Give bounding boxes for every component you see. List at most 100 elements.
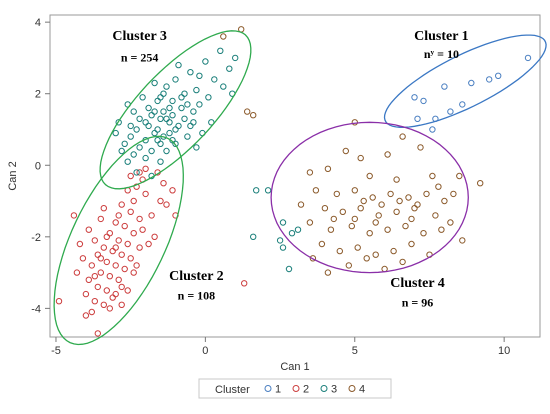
point-cluster-3	[178, 104, 185, 112]
cluster-ellipses	[53, 30, 547, 346]
point-cluster-4	[357, 205, 364, 212]
legend-label-4: 4	[359, 384, 365, 396]
point-cluster-2	[124, 287, 131, 294]
point-cluster-3	[142, 119, 149, 126]
point-cluster-2	[82, 312, 90, 319]
point-cluster-4	[324, 165, 332, 173]
point-cluster-3	[157, 94, 164, 101]
point-cluster-1	[429, 126, 436, 133]
point-cluster-2	[118, 201, 125, 208]
point-cluster-4	[220, 33, 227, 40]
point-cluster-1	[524, 54, 532, 62]
point-cluster-4	[384, 151, 391, 158]
legend-label-2: 2	[303, 384, 309, 396]
point-cluster-3	[130, 151, 137, 158]
point-cluster-3	[151, 79, 158, 87]
point-cluster-3	[169, 112, 176, 119]
point-cluster-4	[309, 255, 317, 262]
point-cluster-2	[106, 305, 114, 312]
point-cluster-3	[169, 97, 176, 105]
point-cluster-2	[130, 197, 137, 205]
point-cluster-4	[399, 258, 406, 266]
point-cluster-2	[157, 197, 164, 205]
point-cluster-4	[405, 194, 412, 201]
point-cluster-3	[250, 233, 257, 241]
legend-marker-2	[292, 385, 300, 392]
point-cluster-3	[211, 76, 218, 83]
point-cluster-2	[106, 230, 114, 237]
point-cluster-3	[232, 54, 239, 62]
point-cluster-4	[339, 208, 346, 216]
point-cluster-2	[133, 183, 140, 190]
cluster-3-title: Cluster 3	[112, 29, 167, 44]
point-cluster-2	[109, 294, 116, 301]
point-cluster-3	[166, 129, 173, 137]
cluster-2-count: n = 108	[178, 288, 216, 302]
point-cluster-3	[154, 97, 161, 105]
point-cluster-2	[76, 240, 84, 248]
point-cluster-3	[285, 265, 293, 273]
point-cluster-1	[468, 79, 475, 87]
x-tick-label: 0	[202, 345, 208, 357]
y-tick-label: -4	[31, 303, 41, 315]
point-cluster-4	[330, 215, 337, 223]
legend-box	[198, 378, 392, 399]
point-cluster-3	[154, 137, 161, 144]
point-cluster-2	[94, 330, 102, 337]
point-cluster-4	[250, 112, 257, 119]
point-cluster-2	[115, 237, 122, 244]
x-tick-label: -5	[51, 345, 61, 357]
point-cluster-2	[106, 273, 114, 280]
point-cluster-2	[121, 265, 128, 273]
ellipse-cluster-3	[99, 30, 252, 190]
legend-label-3: 3	[331, 384, 337, 396]
cluster-1-title: Cluster 1	[414, 29, 469, 44]
point-cluster-2	[91, 298, 99, 305]
point-cluster-3	[175, 122, 182, 130]
point-cluster-3	[264, 187, 272, 194]
point-cluster-3	[172, 126, 179, 133]
point-cluster-4	[372, 251, 379, 258]
point-cluster-4	[390, 247, 397, 255]
point-cluster-2	[112, 219, 119, 226]
point-cluster-2	[142, 165, 149, 173]
point-cluster-3	[157, 115, 164, 123]
point-cluster-4	[396, 197, 403, 205]
point-cluster-4	[423, 190, 430, 198]
point-cluster-4	[336, 247, 343, 255]
point-cluster-2	[115, 276, 122, 283]
plot-frame	[49, 14, 541, 338]
y-tick-label: 4	[35, 17, 41, 29]
x-axis-label: Can 1	[280, 361, 309, 373]
point-cluster-3	[181, 115, 188, 123]
point-cluster-3	[163, 147, 170, 155]
point-cluster-3	[139, 94, 146, 101]
point-cluster-2	[118, 283, 125, 291]
point-cluster-3	[276, 237, 284, 244]
point-cluster-3	[217, 47, 224, 54]
point-cluster-1	[441, 83, 448, 90]
point-cluster-2	[109, 247, 116, 255]
point-cluster-3	[205, 94, 212, 101]
point-cluster-4	[429, 172, 436, 180]
point-cluster-1	[495, 72, 502, 80]
axes: -5 0 5 10 -4 -2 0 2 4	[31, 17, 510, 357]
point-cluster-4	[372, 219, 379, 226]
point-cluster-2	[142, 190, 149, 198]
point-cluster-4	[351, 187, 358, 194]
point-cluster-3	[163, 115, 170, 123]
point-cluster-2	[88, 308, 96, 316]
y-tick-label: 2	[35, 89, 41, 101]
point-cluster-3	[133, 169, 140, 176]
point-cluster-3	[160, 108, 167, 115]
cluster-4-count: n = 96	[402, 296, 434, 310]
point-cluster-3	[190, 108, 197, 115]
point-cluster-2	[136, 169, 143, 176]
point-cluster-2	[97, 269, 105, 276]
point-cluster-3	[190, 119, 197, 126]
point-cluster-3	[220, 83, 227, 90]
point-cluster-2	[82, 290, 90, 298]
point-cluster-2	[136, 244, 143, 251]
point-cluster-4	[411, 205, 418, 212]
